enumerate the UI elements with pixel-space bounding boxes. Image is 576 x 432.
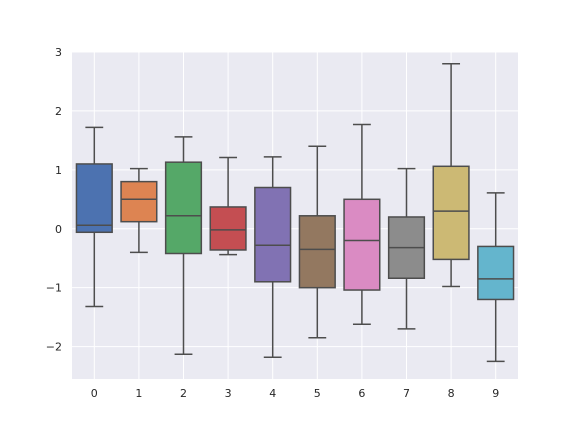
y-tick-label: 0	[55, 223, 62, 236]
x-tick-label: 2	[180, 387, 187, 400]
box-5	[298, 145, 336, 339]
x-tick-label: 7	[403, 387, 410, 400]
boxes	[75, 63, 515, 363]
x-tick-label: 4	[269, 387, 276, 400]
box-body	[432, 165, 470, 261]
x-tick-label: 6	[358, 387, 365, 400]
y-tick-label: 2	[55, 105, 62, 118]
x-tick-label: 3	[225, 387, 232, 400]
box-body	[120, 180, 158, 223]
box-9	[477, 192, 515, 363]
box-body	[298, 215, 336, 289]
box-1	[120, 167, 158, 254]
box-3	[209, 156, 247, 256]
box-0	[75, 126, 113, 308]
x-tick-label: 1	[135, 387, 142, 400]
x-tick-label: 0	[91, 387, 98, 400]
box-body	[254, 186, 292, 283]
box-6	[343, 123, 381, 325]
y-tick-label: 1	[55, 164, 62, 177]
box-7	[387, 167, 426, 330]
box-body	[75, 163, 113, 234]
box-body	[164, 161, 203, 255]
y-tick-label: −2	[46, 341, 62, 354]
y-tick-label: 3	[55, 46, 62, 59]
tick-labels: −2 −1 0 1 2 3 0 1 2 3 4 5 6 7 8 9	[46, 46, 499, 400]
x-tick-label: 8	[448, 387, 455, 400]
box-body	[477, 245, 515, 301]
box-body	[343, 198, 381, 291]
box-body	[209, 206, 247, 251]
box-2	[164, 136, 203, 356]
box-4	[254, 156, 292, 358]
box-8	[432, 63, 470, 288]
x-tick-label: 5	[314, 387, 321, 400]
x-tick-label: 9	[492, 387, 499, 400]
y-tick-label: −1	[46, 282, 62, 295]
